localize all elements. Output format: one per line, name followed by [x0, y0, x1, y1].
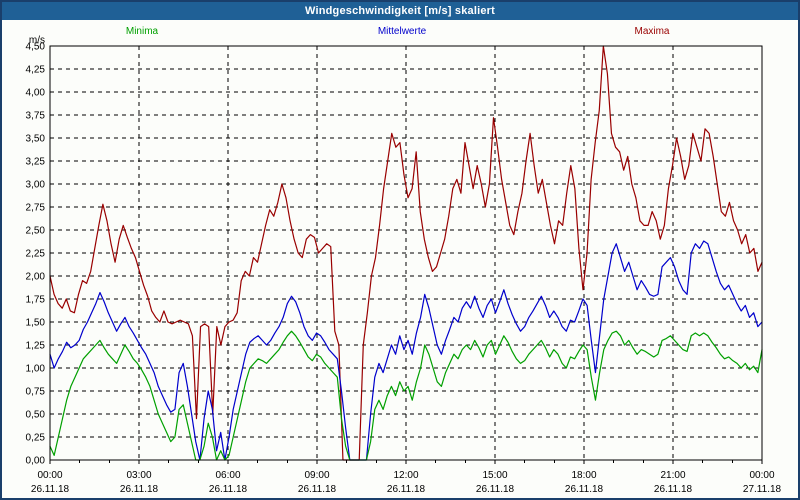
svg-text:15:00: 15:00: [482, 470, 507, 481]
legend-label-mittelwerte: Mittelwerte: [377, 26, 427, 37]
svg-text:26.11.18: 26.11.18: [31, 484, 70, 495]
svg-text:06:00: 06:00: [215, 470, 240, 481]
svg-text:0,25: 0,25: [26, 433, 46, 444]
svg-text:21:00: 21:00: [660, 470, 685, 481]
svg-text:3,00: 3,00: [26, 180, 46, 191]
svg-text:2,75: 2,75: [26, 203, 46, 214]
svg-text:3,50: 3,50: [26, 134, 46, 145]
legend-item-maxima: Maxima: [522, 26, 782, 37]
svg-text:09:00: 09:00: [304, 470, 329, 481]
svg-text:03:00: 03:00: [126, 470, 151, 481]
svg-text:26.11.18: 26.11.18: [654, 484, 693, 495]
svg-text:1,25: 1,25: [26, 341, 46, 352]
legend-label-minima: Minima: [125, 26, 159, 37]
page-title: Windgeschwindigkeit [m/s] skaliert: [304, 5, 496, 17]
x-axis-tick-labels: 00:00 26.11.18 03:00 26.11.18 06:00 26.11.18 0…: [31, 470, 782, 495]
plot-area-border: [49, 45, 763, 461]
y-axis-unit-label: m/s: [29, 35, 45, 46]
svg-text:00:00: 00:00: [37, 470, 62, 481]
svg-text:4,50: 4,50: [26, 42, 46, 53]
vertical-gridlines: [138, 46, 674, 460]
window-title-bar: Windgeschwindigkeit [m/s] skaliert: [2, 2, 798, 20]
svg-text:26.11.18: 26.11.18: [565, 484, 604, 495]
svg-text:3,25: 3,25: [26, 157, 46, 168]
svg-text:1,00: 1,00: [26, 364, 46, 375]
svg-text:0,00: 0,00: [26, 456, 46, 467]
svg-text:26.11.18: 26.11.18: [476, 484, 515, 495]
legend-item-minima: Minima: [2, 26, 282, 37]
svg-text:12:00: 12:00: [393, 470, 418, 481]
svg-text:2,50: 2,50: [26, 226, 46, 237]
svg-text:3,75: 3,75: [26, 111, 46, 122]
legend-label-maxima: Maxima: [634, 26, 670, 37]
svg-text:0,50: 0,50: [26, 410, 46, 421]
svg-text:1,75: 1,75: [26, 295, 46, 306]
series-lines: [49, 45, 763, 461]
svg-text:26.11.18: 26.11.18: [120, 484, 159, 495]
x-axis-tick-marks: [49, 460, 763, 464]
svg-text:26.11.18: 26.11.18: [298, 484, 337, 495]
svg-text:4,25: 4,25: [26, 65, 46, 76]
legend-item-mittelwerte: Mittelwerte: [282, 26, 522, 37]
svg-text:26.11.18: 26.11.18: [209, 484, 248, 495]
svg-text:4,00: 4,00: [26, 88, 46, 99]
svg-text:18:00: 18:00: [571, 470, 596, 481]
svg-text:0,75: 0,75: [26, 387, 46, 398]
svg-text:2,00: 2,00: [26, 272, 46, 283]
svg-text:26.11.18: 26.11.18: [387, 484, 426, 495]
y-axis-tick-labels: 0,00 0,25 0,50 0,75 1,00 1,25 1,50 1,75 2,00 2,25…: [26, 42, 46, 467]
svg-text:27.11.18: 27.11.18: [743, 484, 782, 495]
svg-text:2,25: 2,25: [26, 249, 46, 260]
svg-text:00:00: 00:00: [749, 470, 774, 481]
svg-text:1,50: 1,50: [26, 318, 46, 329]
